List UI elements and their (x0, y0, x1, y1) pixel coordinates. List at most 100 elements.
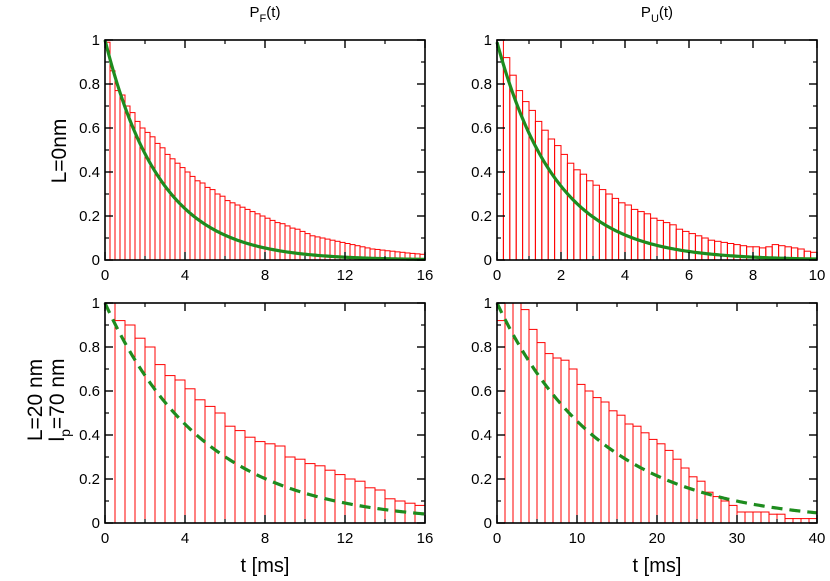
histogram-bar (682, 230, 690, 261)
histogram-bar (688, 476, 698, 524)
x-tick-label: 10 (809, 267, 826, 284)
histogram-bar (144, 346, 156, 524)
panel-top-right: 0 2 4 6 8 10 0 0.2 0.4 0.6 0.8 1 (471, 32, 825, 284)
histogram-bar (552, 357, 562, 524)
y-tick-label: 0.4 (471, 164, 492, 181)
histogram-bar (547, 138, 556, 261)
y-tick-label: 0 (484, 252, 492, 269)
row-label-top-text: L=0nm (48, 119, 71, 184)
x-tick-label: 12 (337, 267, 354, 284)
histogram-bar (728, 504, 738, 524)
x-tick-label: 8 (261, 530, 269, 547)
histogram-bar (184, 171, 191, 261)
histogram-bar (194, 399, 206, 524)
histogram-bar (568, 368, 578, 524)
x-tick-label: 4 (621, 267, 629, 284)
y-tick-label: 0 (484, 515, 492, 532)
histogram-bar (694, 235, 703, 261)
histogram-bar (714, 240, 722, 261)
x-tick-label: 6 (685, 267, 693, 284)
row-label-bottom-line1: L=20 nm (24, 359, 47, 441)
row-label-bottom-line2-tail: =70 nm (46, 358, 69, 429)
histogram-bar (204, 405, 216, 524)
histogram-bar (159, 147, 166, 261)
panel-bottom-right: 0 10 20 30 40 0 0.2 0.4 0.6 0.8 1 t [ms] (471, 295, 825, 577)
y-tick-label: 0.4 (471, 427, 492, 444)
x-tick-label: 20 (649, 530, 666, 547)
column-title-right-main: P (641, 4, 651, 21)
histogram-bar (234, 204, 241, 261)
y-tick-label: 0 (92, 252, 100, 269)
histogram-bar (114, 320, 126, 524)
x-tick-label: 0 (493, 267, 501, 284)
histogram-bar (624, 423, 634, 524)
histogram-bar (284, 225, 291, 261)
histogram-bar (109, 70, 116, 261)
histogram-bar (688, 233, 696, 261)
fit-curve (495, 302, 818, 515)
histogram-bar (229, 202, 236, 261)
svg-text:PU(t): PU(t) (641, 4, 673, 25)
histogram-bar (600, 401, 610, 524)
y-tick-label: 0.2 (471, 208, 492, 225)
histogram-bar (154, 364, 166, 524)
histogram-bar (584, 390, 594, 524)
y-tick-label: 0.6 (471, 383, 492, 400)
histogram-bar (662, 222, 671, 261)
y-tick-label: 0.2 (79, 208, 100, 225)
y-tick-label: 0.8 (471, 339, 492, 356)
histogram-bar (144, 131, 151, 261)
histogram (496, 302, 818, 524)
x-tick-label: 0 (101, 530, 109, 547)
x-tick-label: 8 (749, 267, 757, 284)
histogram-bar (274, 222, 281, 261)
y-tick-label: 0.6 (79, 120, 100, 137)
histogram-bar (244, 436, 256, 524)
y-tick-label: 1 (484, 295, 492, 312)
histogram-bar (720, 500, 730, 524)
x-axis-label: t [ms] (633, 555, 682, 577)
histogram-bar (752, 511, 762, 524)
histogram-bar (334, 474, 346, 524)
histogram-bar (219, 195, 226, 261)
fit-curve (495, 41, 818, 261)
row-label-bottom-line2-main: l (46, 437, 69, 442)
histogram-bar (680, 467, 690, 524)
histogram-bar (736, 511, 746, 524)
histogram-bar (164, 153, 171, 261)
y-tick-label: 0.4 (79, 427, 100, 444)
histogram-bar (776, 513, 786, 524)
y-tick-label: 0.8 (79, 339, 100, 356)
histogram-bar (314, 465, 326, 524)
histogram-bar (119, 94, 126, 261)
histogram-bar (254, 213, 261, 261)
histogram-bar (344, 478, 356, 524)
histogram (496, 39, 818, 261)
histogram (104, 302, 426, 524)
histogram-bar (704, 491, 714, 524)
x-axis-label: t [ms] (241, 555, 290, 577)
row-label-bottom-line2-sub: p (57, 429, 73, 437)
panel-top-left: 0 4 8 12 16 0 0.2 0.4 0.6 0.8 1 (79, 32, 433, 284)
x-tick-label: 0 (493, 530, 501, 547)
histogram-bar (214, 193, 221, 261)
fit-curve (103, 39, 426, 261)
histogram-bar (608, 410, 618, 524)
histogram-bar (289, 227, 296, 261)
histogram-bar (249, 211, 256, 261)
y-tick-label: 0 (92, 515, 100, 532)
histogram-bar (675, 228, 684, 261)
histogram-bar (224, 200, 231, 261)
x-tick-label: 40 (809, 530, 826, 547)
histogram-bar (648, 438, 658, 524)
y-tick-label: 1 (484, 32, 492, 49)
histogram-bar (541, 129, 549, 261)
histogram-bar (502, 57, 511, 261)
histogram-bar (720, 241, 728, 261)
histogram-bar (560, 359, 570, 524)
x-tick-label: 0 (101, 267, 109, 284)
histogram-bar (744, 511, 754, 524)
histogram-bar (528, 328, 538, 524)
histogram-bar (254, 441, 266, 524)
histogram-bar (209, 189, 216, 261)
